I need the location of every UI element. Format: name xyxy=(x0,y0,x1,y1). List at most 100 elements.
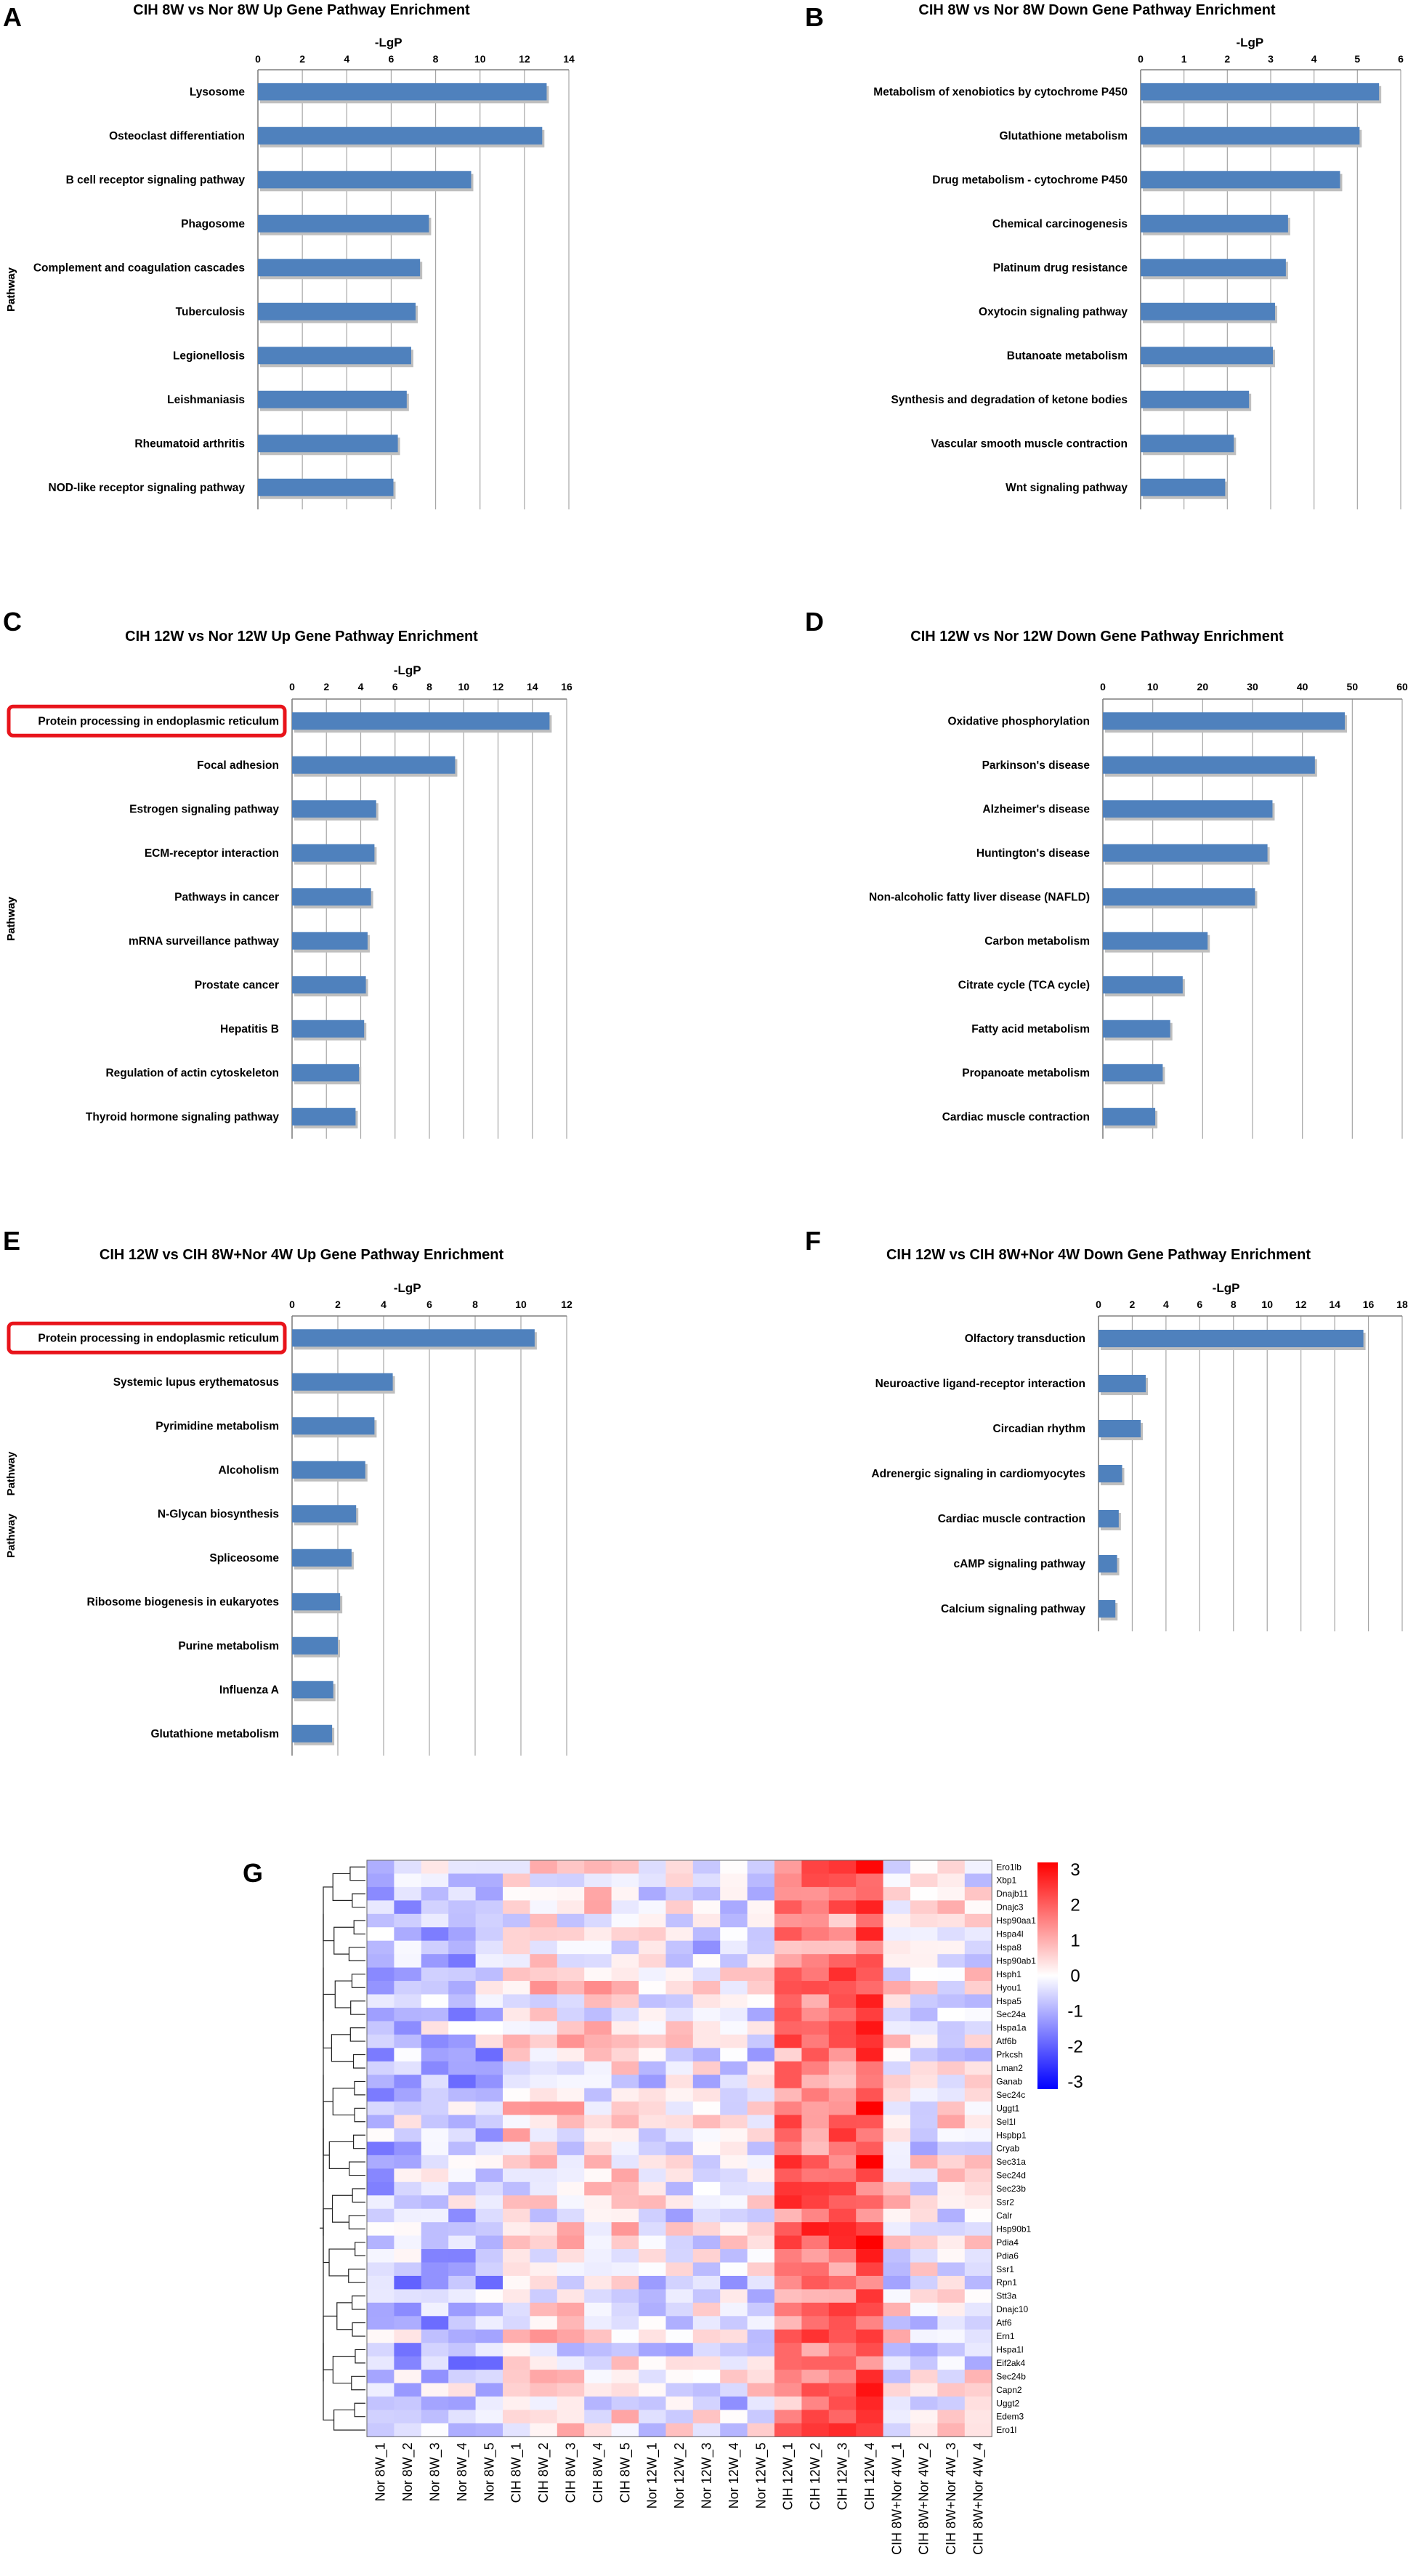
category-label: Circadian rhythm xyxy=(993,1423,1085,1435)
heatmap-cell xyxy=(910,1860,938,1874)
heatmap-cell xyxy=(747,2021,775,2035)
dendrogram-branch xyxy=(332,2088,355,2116)
heatmap-cell xyxy=(639,1873,666,1888)
heatmap-cell xyxy=(747,2410,775,2424)
heatmap-cell xyxy=(421,2289,449,2304)
heatmap-cell xyxy=(720,2275,748,2290)
gene-label: Pdia4 xyxy=(996,2237,1019,2248)
x-tick-label: 10 xyxy=(515,1299,527,1310)
heatmap-cell xyxy=(394,1873,422,1888)
bar-platinum-drug-resistance xyxy=(1141,259,1286,277)
heatmap-cell xyxy=(964,1940,992,1955)
category-label: Alzheimer's disease xyxy=(982,803,1090,815)
sample-label: CIH 8W+Nor 4W_4 xyxy=(971,2442,987,2555)
heatmap-cell xyxy=(584,2410,612,2424)
bar-protein-processing-in-endoplasmic-reticulum xyxy=(292,712,550,730)
heatmap-cell xyxy=(856,2034,883,2048)
heatmap-cell xyxy=(747,2181,775,2196)
y-axis-label: Pathway xyxy=(5,896,17,941)
heatmap-cell xyxy=(747,2423,775,2437)
heatmap-cell xyxy=(475,2155,503,2169)
category-label: Complement and coagulation cascades xyxy=(33,262,245,274)
heatmap-cell xyxy=(828,2356,857,2370)
dendrogram-branch xyxy=(331,2195,353,2223)
heatmap-cell xyxy=(394,1967,422,1982)
heatmap-cell xyxy=(964,1927,992,1942)
chart-title: CIH 12W vs CIH 8W+Nor 4W Up Gene Pathway… xyxy=(100,1247,504,1263)
heatmap-cell xyxy=(937,2329,966,2343)
color-scale-tick: -3 xyxy=(1067,2072,1083,2092)
bar-purine-metabolism xyxy=(292,1636,338,1655)
heatmap-cell xyxy=(774,2208,802,2223)
heatmap-cell xyxy=(584,2034,612,2048)
heatmap-cell xyxy=(665,1967,694,1982)
heatmap-cell xyxy=(421,1940,449,1955)
heatmap-cell xyxy=(856,1873,883,1888)
heatmap-cell xyxy=(421,2101,449,2115)
heatmap-cell xyxy=(665,2075,694,2089)
heatmap-cell xyxy=(584,2222,612,2236)
gene-label: Hspa8 xyxy=(996,1942,1021,1953)
heatmap-cell xyxy=(503,2208,530,2223)
heatmap-cell xyxy=(937,2128,966,2142)
heatmap-cell xyxy=(692,2208,721,2223)
heatmap-cell xyxy=(747,1954,775,1968)
bar-drug-metabolism-cytochrome-p450 xyxy=(1141,171,1340,189)
bar-regulation-of-actin-cytoskeleton xyxy=(292,1064,360,1082)
x-tick-label: 40 xyxy=(1297,681,1308,693)
heatmap-cell xyxy=(856,2181,883,2196)
heatmap-cell xyxy=(530,2423,558,2437)
heatmap-cell xyxy=(448,2222,476,2236)
heatmap-cell xyxy=(692,1860,721,1874)
heatmap-cell xyxy=(937,1873,966,1888)
heatmap-cell xyxy=(692,1954,721,1968)
heatmap-cell xyxy=(665,2370,694,2383)
heatmap-cell xyxy=(801,2048,830,2062)
heatmap-cell xyxy=(747,2101,775,2115)
heatmap-cell xyxy=(720,2061,748,2075)
heatmap-cell xyxy=(665,1940,694,1955)
heatmap-cell xyxy=(503,2370,530,2383)
heatmap-cell xyxy=(747,2208,775,2223)
heatmap-cell xyxy=(964,2397,992,2410)
heatmap-cell xyxy=(801,2370,830,2383)
heatmap-cell xyxy=(720,2222,748,2236)
heatmap-cell xyxy=(394,1940,422,1955)
bar-calcium-signaling-pathway xyxy=(1099,1600,1116,1618)
sample-label: Nor 12W_4 xyxy=(727,2442,742,2508)
heatmap-cell xyxy=(665,2181,694,2196)
bar-influenza-a xyxy=(292,1681,333,1699)
heatmap-cell xyxy=(747,1967,775,1982)
heatmap-cell xyxy=(747,2356,775,2370)
heatmap-cell xyxy=(584,1927,612,1942)
gene-label: Hsp90b1 xyxy=(996,2224,1031,2234)
heatmap-cell xyxy=(394,1927,422,1942)
heatmap-cell xyxy=(557,2249,585,2263)
heatmap-cell xyxy=(503,2115,530,2129)
heatmap-cell xyxy=(421,2316,449,2330)
gene-label: Dnajc3 xyxy=(996,1902,1024,1913)
gene-label: Eif2ak4 xyxy=(996,2358,1025,2368)
heatmap-cell xyxy=(828,1927,857,1942)
heatmap-cell xyxy=(937,1954,966,1968)
category-label: Propanoate metabolism xyxy=(962,1067,1090,1079)
heatmap-cell xyxy=(475,2356,503,2370)
dendrogram-branch xyxy=(323,2208,333,2264)
heatmap-cell xyxy=(801,2397,830,2410)
heatmap-cell xyxy=(367,2222,395,2236)
heatmap-cell xyxy=(910,1913,938,1928)
heatmap-cell xyxy=(883,2181,911,2196)
heatmap-cell xyxy=(883,2155,911,2169)
heatmap-cell xyxy=(421,2155,449,2169)
heatmap-cell xyxy=(448,2168,476,2183)
heatmap-cell xyxy=(937,2181,966,2196)
heatmap-cell xyxy=(910,2155,938,2169)
dendrogram-branch xyxy=(349,1866,365,1881)
x-tick-label: 60 xyxy=(1396,681,1408,693)
bar-thyroid-hormone-signaling-pathway xyxy=(292,1107,356,1126)
heatmap-cell xyxy=(937,2021,966,2035)
heatmap-cell xyxy=(475,2195,503,2210)
heatmap-cell xyxy=(557,2007,585,2022)
heatmap-cell xyxy=(910,2275,938,2290)
heatmap-cell xyxy=(747,2383,775,2397)
